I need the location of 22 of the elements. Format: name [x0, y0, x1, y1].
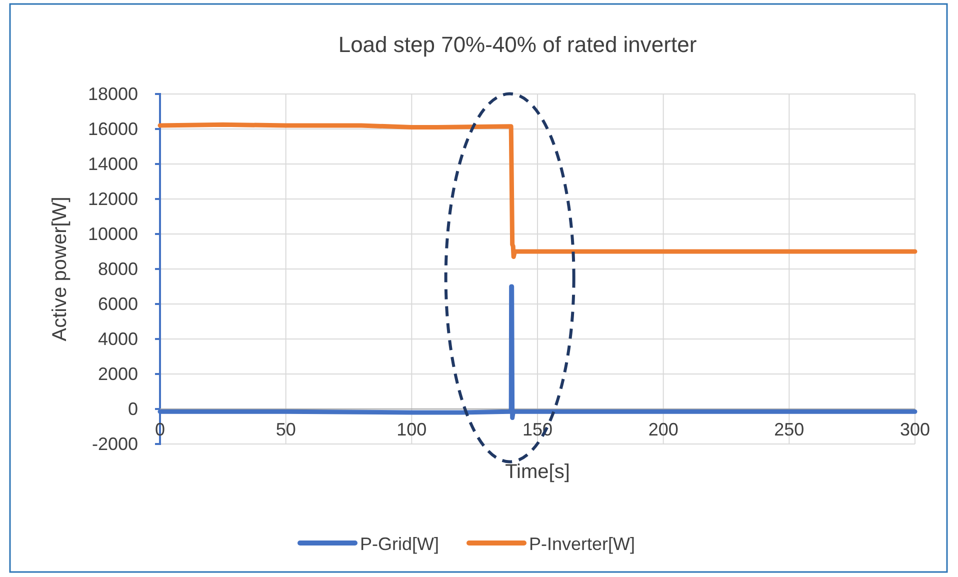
line-series: [158, 122, 918, 259]
x-tick-label: 50: [276, 419, 296, 440]
x-tick-label: 100: [396, 419, 427, 440]
legend-label: P-Grid[W]: [360, 534, 439, 554]
y-tick-label: 0: [128, 398, 138, 419]
y-tick-label: 6000: [98, 294, 138, 314]
y-tick-label: 10000: [88, 224, 138, 244]
x-tick-label: 250: [774, 419, 804, 440]
y-tick-label: 4000: [98, 328, 138, 349]
y-tick-label: 18000: [88, 84, 138, 104]
y-axis-title: Active power[W]: [49, 196, 71, 342]
y-tick-label: 12000: [88, 188, 138, 209]
y-tick-label: 14000: [88, 154, 138, 174]
legend-label: P-Inverter[W]: [529, 534, 636, 554]
y-tick-label: 2000: [98, 364, 138, 384]
y-tick-label: 16000: [88, 118, 138, 139]
x-axis-title: Time[s]: [505, 461, 570, 483]
chart-title: Load step 70%-40% of rated inverter: [338, 32, 697, 57]
x-tick-label: 200: [648, 419, 678, 440]
y-tick-label: 8000: [98, 258, 138, 279]
y-tick-label: -2000: [92, 434, 138, 454]
x-tick-label: 300: [900, 419, 930, 440]
